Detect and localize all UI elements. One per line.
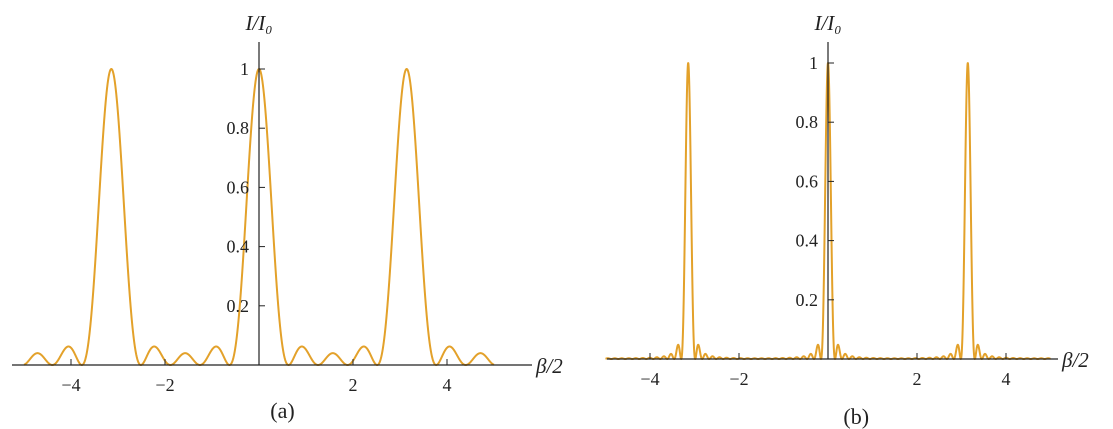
chart-a-x-tick-label: −4 [61, 375, 80, 395]
chart-a-y-tick-label: 0.2 [227, 296, 250, 316]
chart-b-y-axis-title: I/I₀ [813, 11, 841, 35]
chart-b-x-axis-title: β/2 [1061, 348, 1089, 372]
chart-a-y-axis-title: I/I₀ [244, 11, 272, 35]
chart-b-y-tick-label: 0.6 [796, 171, 819, 191]
chart-b-y-tick-label: 0.8 [796, 112, 819, 132]
chart-a-y-tick-label: 1 [240, 59, 249, 79]
chart-b-x-tick-label: −2 [729, 369, 748, 389]
chart-a-y-tick-label: 0.6 [227, 177, 250, 197]
chart-panel-a: −4 −2 2 4 0.2 0.4 0.6 0.8 1 I/I₀ β/2 (a) [12, 11, 563, 423]
chart-b-x-tick-label: 2 [913, 369, 922, 389]
chart-b-panel-label: (b) [843, 404, 869, 429]
chart-a-x-tick-label: 2 [349, 375, 358, 395]
chart-b-y-tick-label: 0.2 [796, 290, 819, 310]
chart-a-y-tick-label: 0.8 [227, 118, 250, 138]
chart-b-y-tick-label: 0.4 [796, 231, 819, 251]
chart-panel-b: −4 −2 2 4 0.2 0.4 0.6 0.8 1 I/I₀ β/2 (b) [604, 11, 1089, 429]
chart-a-x-tick-label: −2 [155, 375, 174, 395]
chart-a-y-tick-label: 0.4 [227, 237, 250, 257]
chart-a-x-tick-label: 4 [443, 375, 452, 395]
chart-b-x-tick-label: −4 [640, 369, 659, 389]
chart-a-panel-label: (a) [270, 398, 294, 423]
chart-b-y-tick-label: 1 [809, 53, 818, 73]
chart-a-x-axis-title: β/2 [535, 354, 563, 378]
chart-b-x-tick-label: 4 [1002, 369, 1011, 389]
